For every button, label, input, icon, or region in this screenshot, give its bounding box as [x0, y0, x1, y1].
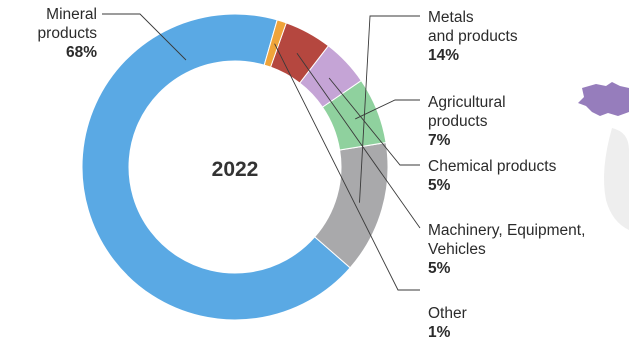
- slices-group: [81, 13, 389, 321]
- center-year-label: 2022: [212, 158, 259, 181]
- slice-percent: 7%: [428, 132, 451, 149]
- slice-percent: 1%: [428, 324, 451, 341]
- donut-slice: [81, 13, 351, 321]
- leader-line: [328, 77, 420, 166]
- slice-label-agricultural: Agricultural products 7%: [428, 93, 506, 150]
- slice-name: Mineral products: [37, 6, 97, 42]
- donut-slice: [263, 19, 287, 68]
- slice-label-other: Other 1%: [428, 304, 467, 342]
- leader-line: [359, 15, 420, 203]
- slice-name: Other: [428, 305, 467, 322]
- slice-label-chemical: Chemical products 5%: [428, 157, 556, 195]
- slice-label-machinery: Machinery, Equipment, Vehicles 5%: [428, 221, 585, 278]
- map-coast-shadow: [604, 128, 629, 230]
- slice-percent: 14%: [428, 47, 460, 64]
- slice-name: Metals and products: [428, 9, 518, 45]
- slice-label-mineral: Mineral products 68%: [38, 5, 97, 62]
- slice-percent: 5%: [428, 260, 451, 277]
- slice-name: Chemical products: [428, 158, 557, 175]
- slice-percent: 5%: [428, 177, 451, 194]
- slice-percent: 68%: [65, 44, 97, 61]
- map-fragment-icon: [578, 82, 629, 116]
- leader-line: [274, 43, 420, 291]
- slice-name: Machinery, Equipment, Vehicles: [428, 222, 586, 258]
- leader-lines-group: [102, 13, 421, 291]
- slice-label-metals: Metals and products 14%: [428, 8, 518, 65]
- slice-name: Agricultural products: [428, 94, 506, 130]
- leader-line: [102, 13, 187, 61]
- leader-line: [296, 53, 421, 229]
- leader-line: [355, 99, 420, 120]
